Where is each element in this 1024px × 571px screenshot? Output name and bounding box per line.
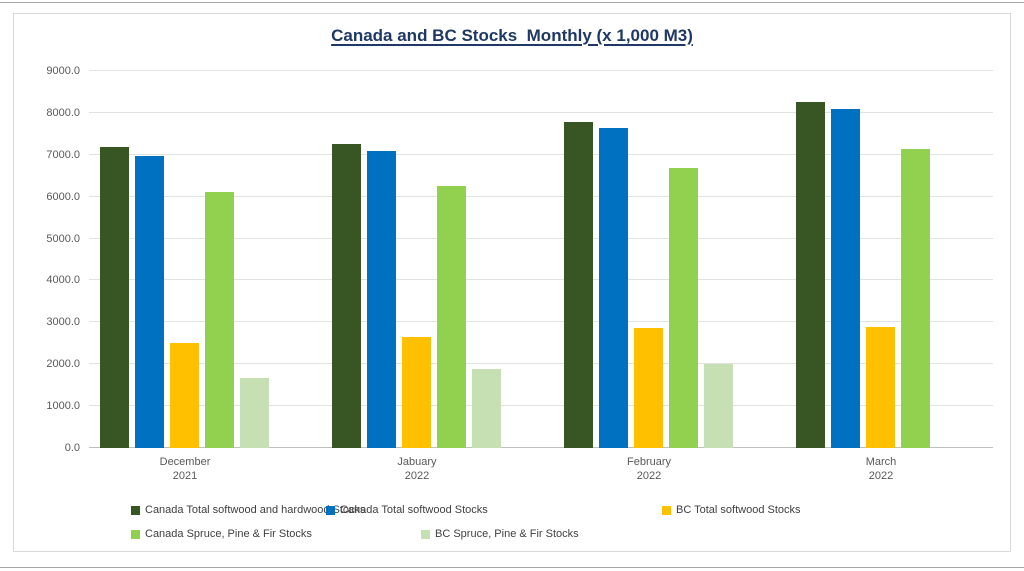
bar xyxy=(367,150,396,448)
x-tick-label: March 2022 xyxy=(765,455,997,483)
gridline-8000.0 xyxy=(89,111,993,113)
legend-label: BC Spruce, Pine & Fir Stocks xyxy=(435,528,579,540)
stocks-bar-chart: Canada and BC Stocks Monthly (x 1,000 M3… xyxy=(13,13,1011,552)
gridline-4000.0 xyxy=(89,279,993,281)
x-tick-month: February xyxy=(626,456,672,468)
y-tick-label: 3000.0 xyxy=(46,316,80,329)
legend-item: Canada Total softwood Stocks xyxy=(326,504,488,516)
legend-label: Canada Spruce, Pine & Fir Stocks xyxy=(145,528,312,540)
y-tick-label: 6000.0 xyxy=(46,190,80,203)
y-tick-label: 5000.0 xyxy=(46,232,80,245)
bar xyxy=(100,147,129,448)
gridline-3000.0 xyxy=(89,321,993,323)
bar xyxy=(704,363,733,448)
bar xyxy=(866,326,895,448)
bar xyxy=(634,327,663,448)
legend-swatch-icon xyxy=(421,529,430,539)
bar-group-jabuary xyxy=(301,71,533,448)
gridline-2000.0 xyxy=(89,363,993,365)
y-tick-label: 4000.0 xyxy=(46,274,80,287)
legend-item: BC Spruce, Pine & Fir Stocks xyxy=(421,528,579,540)
chart-legend: Canada Total softwood and hardwood Stock… xyxy=(14,501,1012,545)
bottom-horizontal-rule xyxy=(0,567,1024,568)
bar xyxy=(240,377,269,448)
bar xyxy=(796,102,825,448)
x-tick-year: 2022 xyxy=(404,470,430,482)
bar xyxy=(669,167,698,448)
gridline-9000.0 xyxy=(89,70,993,71)
bar xyxy=(901,148,930,448)
gridline-6000.0 xyxy=(89,195,993,197)
legend-item: BC Total softwood Stocks xyxy=(662,504,801,516)
x-axis: December 2021 Jabuary 2022 February 2022 March… xyxy=(69,455,997,487)
y-tick-label: 7000.0 xyxy=(46,148,80,161)
x-tick-year: 2022 xyxy=(868,470,894,482)
gridline-0.0 xyxy=(89,447,993,448)
legend-label: Canada Total softwood and hardwood Stock… xyxy=(145,504,366,516)
legend-item: Canada Total softwood and hardwood Stock… xyxy=(131,504,366,516)
bar xyxy=(205,192,234,448)
x-tick-label: Jabuary 2022 xyxy=(301,455,533,483)
legend-swatch-icon xyxy=(662,505,671,515)
x-tick-month: December xyxy=(159,456,211,468)
plot-area xyxy=(69,70,997,448)
bar xyxy=(831,109,860,448)
y-tick-label: 1000.0 xyxy=(46,400,80,413)
bar xyxy=(402,337,431,448)
legend-swatch-icon xyxy=(326,505,335,515)
gridline-7000.0 xyxy=(89,153,993,155)
legend-label: BC Total softwood Stocks xyxy=(676,504,801,516)
chart-title: Canada and BC Stocks Monthly (x 1,000 M3… xyxy=(331,26,693,45)
x-tick-year: 2021 xyxy=(172,470,198,482)
bar xyxy=(135,155,164,448)
x-tick-label: February 2022 xyxy=(533,455,765,483)
bar xyxy=(564,122,593,448)
bar xyxy=(472,369,501,448)
top-horizontal-rule xyxy=(0,2,1024,3)
y-tick-label: 8000.0 xyxy=(46,106,80,119)
y-axis: 0.0 1000.0 2000.0 3000.0 4000.0 5000.0 6000.0 7… xyxy=(14,65,86,454)
legend-swatch-icon xyxy=(131,529,140,539)
bar-group-february xyxy=(533,71,765,448)
x-tick-label: December 2021 xyxy=(69,455,301,483)
bar xyxy=(170,342,199,448)
y-tick-label: 2000.0 xyxy=(46,358,80,371)
bar xyxy=(332,144,361,448)
legend-swatch-icon xyxy=(131,505,140,515)
legend-item: Canada Spruce, Pine & Fir Stocks xyxy=(131,528,312,540)
bar xyxy=(599,127,628,448)
x-tick-month: March xyxy=(865,456,897,468)
x-tick-year: 2022 xyxy=(636,470,662,482)
x-tick-month: Jabuary xyxy=(397,456,437,468)
legend-label: Canada Total softwood Stocks xyxy=(340,504,488,516)
gridline-5000.0 xyxy=(89,237,993,239)
bar-group-december xyxy=(69,71,301,448)
bar xyxy=(437,186,466,448)
y-tick-label: 9000.0 xyxy=(46,65,80,77)
gridline-1000.0 xyxy=(89,405,993,407)
bar-group-march xyxy=(765,71,997,448)
y-tick-label: 0.0 xyxy=(64,442,80,454)
